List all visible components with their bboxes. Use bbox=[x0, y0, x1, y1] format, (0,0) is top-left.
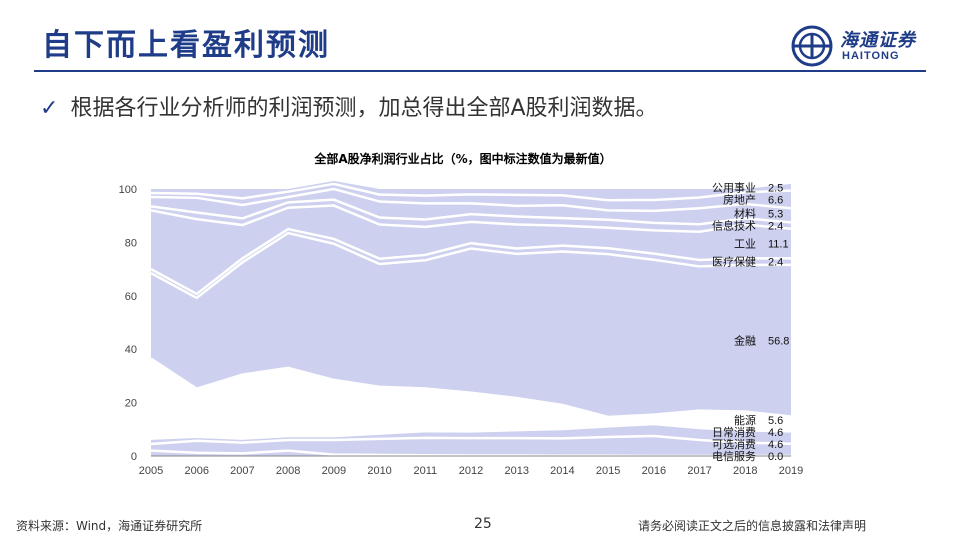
boundary-line bbox=[150, 227, 791, 296]
page-number: 25 bbox=[474, 516, 492, 532]
x-tick-label: 2014 bbox=[550, 465, 574, 477]
series-name-label: 能源 bbox=[734, 413, 756, 427]
series-value-label: 0.0 bbox=[768, 451, 783, 463]
x-tick-label: 2008 bbox=[276, 465, 300, 477]
series-value-label: 56.8 bbox=[768, 336, 789, 348]
area-房地产 bbox=[151, 183, 791, 211]
series-value-label: 6.6 bbox=[768, 194, 783, 206]
area-layers bbox=[151, 180, 791, 456]
y-tick-label: 100 bbox=[119, 184, 137, 196]
haitong-logo: 海通证券 HAITONG bbox=[790, 24, 940, 68]
x-tick-label: 2011 bbox=[413, 465, 437, 477]
boundary-line bbox=[150, 357, 792, 419]
x-tick-label: 2015 bbox=[596, 465, 620, 477]
boundary-line bbox=[150, 231, 791, 300]
series-name-label: 可选消费 bbox=[712, 437, 756, 451]
series-value-label: 2.5 bbox=[768, 182, 783, 194]
title-divider bbox=[34, 70, 926, 72]
x-tick-label: 2016 bbox=[642, 465, 666, 477]
y-tick-label: 20 bbox=[125, 398, 137, 410]
logo-english-name: HAITONG bbox=[842, 50, 900, 62]
y-tick-label: 60 bbox=[125, 291, 137, 303]
series-name-label: 公用事业 bbox=[712, 181, 756, 194]
disclaimer: 请务必阅读正文之后的信息披露和法律声明 bbox=[638, 519, 867, 533]
x-tick-label: 2006 bbox=[184, 465, 208, 477]
slide-title: 自下而上看盈利预测 bbox=[42, 28, 330, 63]
area-工业 bbox=[151, 205, 791, 294]
y-tick-label: 80 bbox=[125, 237, 137, 249]
x-tick-label: 2010 bbox=[367, 465, 391, 477]
series-name-label: 房地产 bbox=[723, 192, 756, 206]
series-name-label: 电信服务 bbox=[712, 450, 756, 463]
area-公用事业 bbox=[151, 180, 791, 201]
bullet-text: 根据各行业分析师的利润预测，加总得出全部A股利润数据。 bbox=[70, 96, 658, 121]
y-tick-label: 0 bbox=[131, 451, 137, 463]
area-材料 bbox=[151, 189, 791, 225]
series-name-label: 材料 bbox=[734, 207, 756, 221]
x-tick-label: 2017 bbox=[687, 465, 711, 477]
x-tick-label: 2018 bbox=[733, 465, 757, 477]
y-tick-label: 40 bbox=[125, 344, 137, 356]
x-tick-label: 2013 bbox=[504, 465, 528, 477]
boundary-line bbox=[150, 204, 792, 233]
x-tick-label: 2007 bbox=[230, 465, 254, 477]
series-name-label: 日常消费 bbox=[712, 425, 756, 439]
area-电信服务 bbox=[151, 450, 791, 456]
x-tick-label: 2019 bbox=[779, 465, 803, 477]
area-能源 bbox=[151, 358, 791, 439]
bullet-point: ✓ 根据各行业分析师的利润预测，加总得出全部A股利润数据。 bbox=[40, 90, 658, 122]
x-tick-label: 2009 bbox=[322, 465, 346, 477]
series-name-label: 工业 bbox=[734, 238, 756, 251]
x-tick-label: 2005 bbox=[139, 465, 163, 477]
boundary-line bbox=[150, 198, 792, 226]
series-value-label: 2.4 bbox=[768, 221, 783, 233]
series-labels: 电信服务 0.0 可选消费 4.6 日常消费 4.6 能源 5.6 金融 56.8 医疗保健 2.4 工… bbox=[712, 181, 789, 463]
series-value-label: 11.1 bbox=[768, 239, 789, 251]
logo-chinese-name: 海通证券 bbox=[840, 30, 916, 51]
boundary-line bbox=[150, 422, 792, 440]
series-value-label: 5.3 bbox=[768, 209, 783, 221]
series-name-label: 医疗保健 bbox=[712, 255, 756, 269]
series-value-label: 4.6 bbox=[768, 427, 783, 439]
series-separators bbox=[150, 182, 792, 458]
chart-title: 全部A股净利润行业占比（%，图中标注数值为最新值） bbox=[313, 151, 611, 166]
area-金融 bbox=[151, 233, 791, 418]
haitong-emblem-icon bbox=[791, 25, 833, 67]
boundary-line bbox=[150, 434, 792, 446]
boundary-line bbox=[150, 182, 792, 202]
chart-axis: 0 20 40 60 80 100 2005 2006 2007 2008 2009 2010 2011… bbox=[119, 184, 804, 477]
x-tick-label: 2012 bbox=[459, 465, 483, 477]
series-name-label: 金融 bbox=[734, 334, 756, 348]
series-value-label: 2.4 bbox=[768, 257, 783, 269]
source-note: 资料来源：Wind，海通证券研究所 bbox=[16, 519, 203, 533]
series-name-label: 信息技术 bbox=[712, 219, 756, 233]
series-value-label: 5.6 bbox=[768, 415, 783, 427]
series-value-label: 4.6 bbox=[768, 439, 783, 451]
area-信息技术 bbox=[151, 199, 791, 232]
check-icon: ✓ bbox=[40, 96, 59, 121]
boundary-line bbox=[150, 187, 792, 213]
